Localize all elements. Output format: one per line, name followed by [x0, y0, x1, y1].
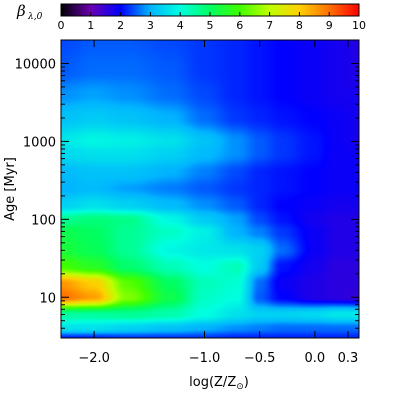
x-tick-label: −0.5	[244, 351, 276, 366]
colorbar-tick-label: 1	[87, 19, 94, 32]
colorbar-tick-label: 3	[147, 19, 154, 32]
colorbar-tick-label: 5	[207, 19, 214, 32]
x-axis-title: log(Z/Z⊙)	[189, 375, 249, 392]
x-tick-label: −1.0	[189, 351, 221, 366]
colorbar-tick-label: 0	[58, 19, 65, 32]
heatmap-plot	[61, 40, 359, 338]
x-axis-title-text: log(Z/Z	[189, 375, 236, 390]
colorbar-tick-label: 7	[266, 19, 273, 32]
colorbar-tick-label: 2	[117, 19, 124, 32]
colorbar-tick-label: 4	[177, 19, 184, 32]
colorbar-title-subscript: λ,0	[27, 12, 43, 22]
x-axis: −2.0 −1.0 −0.5 0.0 0.3	[78, 40, 358, 366]
y-tick-label: 100	[31, 213, 56, 228]
x-tick-label: −2.0	[78, 351, 110, 366]
y-axis-title: Age [Myr]	[3, 157, 18, 221]
x-axis-title-sun-symbol: ⊙	[236, 382, 244, 392]
colorbar-title: β	[16, 2, 26, 20]
y-tick-label: 10000	[15, 57, 56, 72]
colorbar-tick-label: 6	[236, 19, 243, 32]
colorbar-ticks: 0 1 2 3 4 5 6 7 8 9 10	[58, 12, 366, 32]
colorbar-tick-label: 9	[326, 19, 333, 32]
colorbar-tick-label: 8	[296, 19, 303, 32]
colorbar-tick-label: 10	[352, 19, 366, 32]
y-tick-label: 1000	[23, 135, 56, 150]
y-axis: 10 100 1000 10000	[15, 39, 359, 339]
x-tick-label: 0.0	[305, 351, 326, 366]
x-axis-title-close: )	[244, 375, 249, 390]
y-tick-label: 10	[39, 291, 56, 306]
plot-frame	[60, 39, 360, 339]
x-tick-label: 0.3	[338, 351, 359, 366]
